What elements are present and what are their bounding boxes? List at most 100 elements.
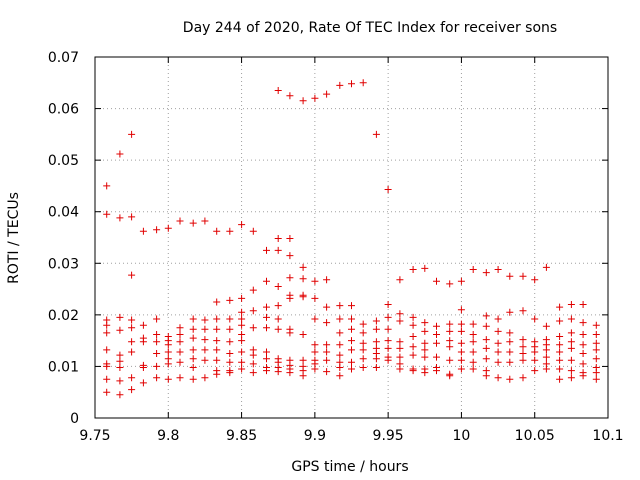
data-point [372,325,380,333]
data-point [176,374,184,382]
data-point [542,346,550,354]
data-point [238,221,246,229]
data-point [506,272,514,280]
data-point [176,358,184,366]
data-point [286,235,294,242]
data-point [201,346,209,354]
data-point [482,312,490,320]
data-point [396,317,404,325]
data-point [446,320,454,328]
data-point [433,331,440,338]
data-point [226,358,234,366]
data-point [446,372,454,380]
data-point [128,338,136,346]
data-point [201,374,209,382]
x-axis-label: GPS time / hours [291,459,408,475]
data-point [409,351,417,359]
data-point [556,303,564,311]
data-point [238,331,246,338]
data-point [274,283,282,290]
x-tick-label: 9.95 [373,428,404,444]
data-point [348,358,355,366]
data-point [153,362,161,370]
data-point [128,271,136,279]
data-point [116,391,124,399]
data-point [139,321,147,329]
data-point [482,344,490,352]
data-point [201,316,209,324]
data-point [336,341,344,349]
data-point [263,348,270,356]
data-point [519,307,527,315]
data-point [592,339,600,347]
data-point [116,326,124,334]
data-point [506,358,514,366]
data-point [592,375,600,383]
data-point [323,276,331,284]
data-point [348,325,355,333]
data-point [153,374,161,382]
data-point [384,337,392,345]
chart-title: Day 244 of 2020, Rate Of TEC Index for r… [183,20,557,36]
data-point [299,97,307,105]
data-point [506,348,514,356]
data-point [457,277,465,285]
data-point [238,321,246,329]
data-point [164,224,172,232]
data-point [238,337,246,345]
data-point [384,301,392,308]
data-point [323,341,331,349]
data-point [409,266,417,273]
data-point [274,246,282,254]
y-tick-labels: 0 0.01 0.02 0.03 0.04 0.05 0.06 0.07 [48,50,79,427]
data-point [469,348,477,356]
data-point [274,315,282,323]
data-point [531,315,539,323]
data-point [226,369,234,377]
data-point [263,303,270,311]
data-point [372,130,380,138]
data-point [286,329,294,337]
data-point [103,321,111,329]
data-point [336,315,344,323]
data-point [226,325,234,333]
data-point [274,325,282,333]
data-point [189,364,197,371]
data-point [421,327,429,335]
data-point [567,338,575,346]
data-point [542,322,550,330]
data-point [384,186,392,193]
data-point [494,348,502,356]
data-point [116,377,124,385]
data-point [457,365,465,373]
data-point [348,302,355,310]
data-point [359,339,367,347]
x-tick-label: 9.9 [304,428,326,444]
data-point [238,294,246,302]
data-point [286,294,294,302]
data-point [556,317,564,325]
data-point [579,360,587,368]
data-point [323,303,331,311]
data-point [189,315,197,323]
data-point [323,90,331,98]
data-point [164,360,172,368]
data-point [116,313,124,321]
data-point [384,356,392,364]
data-point [153,350,161,357]
data-point [359,355,367,363]
data-point [579,301,587,308]
data-point [274,302,282,310]
data-point [396,310,404,318]
data-point [311,94,319,102]
data-point [213,315,221,323]
data-point [482,322,490,330]
data-point [336,351,344,359]
data-point [336,329,344,337]
data-point [153,338,161,346]
data-point [311,277,319,285]
data-point [139,379,147,387]
data-point [263,367,270,375]
data-point [213,325,221,333]
data-point [139,364,147,371]
